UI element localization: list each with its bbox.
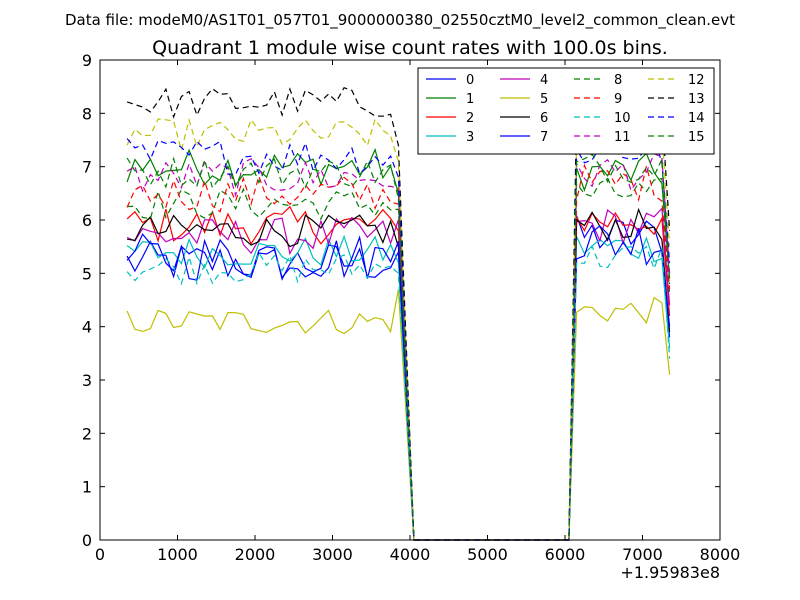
figure-suptitle: Data file: modeM0/AS1T01_057T01_90000003… [65, 11, 735, 30]
legend-box [417, 67, 715, 155]
y-tick-label: 4 [82, 318, 92, 337]
legend-label-14: 14 [688, 111, 705, 126]
legend-label-6: 6 [540, 111, 548, 126]
legend-label-9: 9 [614, 92, 622, 107]
legend-label-10: 10 [614, 111, 631, 126]
x-tick-label: 2000 [235, 545, 276, 564]
series-line-15 [126, 153, 671, 541]
x-tick-label: 3000 [312, 545, 353, 564]
series-line-10 [126, 244, 671, 541]
y-tick-label: 1 [82, 478, 92, 497]
series-line-4 [126, 207, 671, 541]
legend-label-11: 11 [614, 130, 631, 145]
legend-label-1: 1 [466, 92, 474, 107]
legend-label-3: 3 [466, 130, 474, 145]
series-line-0 [126, 215, 671, 541]
series-line-12 [126, 115, 671, 541]
legend-label-2: 2 [466, 111, 474, 126]
legend-label-15: 15 [688, 130, 705, 145]
series-line-1 [126, 147, 671, 541]
axes: 0 1000 2000 3000 4000 5000 6000 7000 80000123456… [82, 51, 741, 564]
series-line-2 [126, 205, 671, 541]
x-tick-label: 7000 [622, 545, 663, 564]
y-tick-label: 7 [82, 158, 92, 177]
y-tick-label: 0 [82, 531, 92, 550]
y-tick-label: 9 [82, 51, 92, 70]
x-axis-offset-label: +1.95983e8 [620, 563, 720, 582]
series-line-6 [127, 207, 671, 541]
series-line-9 [126, 163, 671, 541]
legend-label-12: 12 [688, 73, 705, 88]
plot-area [126, 86, 671, 541]
x-tick-label: 0 [95, 545, 105, 564]
x-tick-label: 4000 [390, 545, 431, 564]
series-line-14 [126, 134, 671, 541]
series-line-5 [126, 289, 671, 541]
x-tick-label: 6000 [545, 545, 586, 564]
legend-label-4: 4 [540, 73, 548, 88]
legend-label-5: 5 [540, 92, 548, 107]
legend-label-7: 7 [540, 130, 548, 145]
chart-title: Quadrant 1 module wise count rates with … [152, 37, 668, 59]
y-tick-label: 2 [82, 424, 92, 443]
y-tick-label: 8 [82, 104, 92, 123]
series-line-8 [127, 177, 671, 541]
x-tick-label: 1000 [157, 545, 198, 564]
y-tick-label: 3 [82, 371, 92, 390]
series-line-13 [126, 86, 671, 541]
series-line-7 [126, 225, 671, 541]
x-tick-label: 5000 [467, 545, 508, 564]
legend-label-0: 0 [466, 73, 474, 88]
legend-label-8: 8 [614, 73, 622, 88]
legend-label-13: 13 [688, 92, 705, 107]
y-tick-label: 6 [82, 211, 92, 230]
y-tick-label: 5 [82, 264, 92, 283]
x-tick-label: 8000 [700, 545, 741, 564]
series-line-11 [126, 152, 671, 541]
